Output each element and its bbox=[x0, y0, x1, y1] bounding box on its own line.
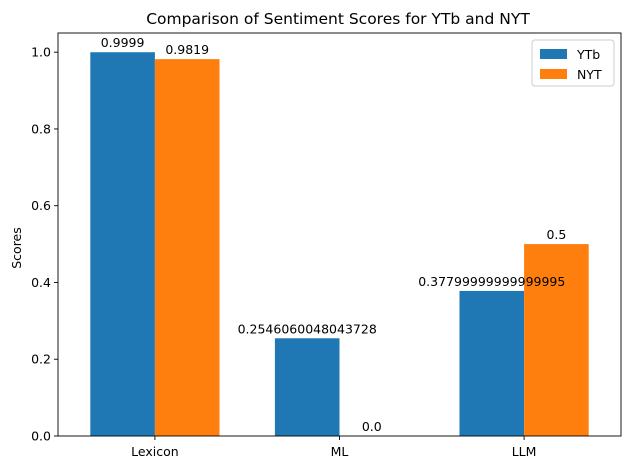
y-axis-label: Scores bbox=[9, 227, 24, 269]
data-label-ytb-llm: 0.37799999999999995 bbox=[418, 274, 565, 289]
y-tick-label: 0.4 bbox=[31, 275, 51, 290]
data-label-nyt-lexicon: 0.9819 bbox=[165, 42, 209, 57]
legend-swatch-ytb bbox=[540, 49, 567, 59]
x-tick-label: Lexicon bbox=[131, 444, 179, 459]
plot-frame bbox=[57, 32, 622, 437]
legend-box bbox=[531, 39, 615, 87]
y-tick-label: 0.0 bbox=[31, 429, 51, 444]
y-tick-label: 0.8 bbox=[31, 121, 51, 136]
data-labels-group: 0.9999 0.2546060048043728 0.37799999999999… bbox=[101, 35, 567, 434]
legend-swatch-nyt bbox=[540, 69, 567, 79]
bar-ytb-ml bbox=[274, 338, 340, 436]
data-label-ytb-ml: 0.2546060048043728 bbox=[238, 321, 377, 336]
y-tick-label: 0.6 bbox=[31, 198, 51, 213]
bar-nyt-lexicon bbox=[154, 59, 220, 437]
data-label-ytb-lexicon: 0.9999 bbox=[101, 35, 145, 50]
y-tick-label: 0.2 bbox=[31, 352, 51, 367]
x-tick-label: LLM bbox=[512, 444, 537, 459]
legend-label-nyt: NYT bbox=[577, 67, 602, 82]
legend: YTb NYT bbox=[531, 39, 615, 87]
x-tick-label: ML bbox=[331, 444, 349, 459]
legend-label-ytb: YTb bbox=[576, 47, 600, 62]
chart-title: Comparison of Sentiment Scores for YTb a… bbox=[146, 10, 530, 28]
y-axis: 0.0 0.2 0.4 0.6 0.8 1.0 bbox=[31, 45, 58, 444]
bar-nyt-llm bbox=[524, 244, 589, 436]
bar-ytb-llm bbox=[459, 290, 525, 436]
data-label-nyt-ml: 0.0 bbox=[362, 419, 382, 434]
y-tick-label: 1.0 bbox=[31, 45, 51, 60]
x-axis: Lexicon ML LLM bbox=[131, 436, 536, 459]
bar-ytb-lexicon bbox=[90, 52, 155, 437]
data-label-nyt-llm: 0.5 bbox=[546, 227, 566, 242]
bars-group bbox=[90, 52, 589, 437]
